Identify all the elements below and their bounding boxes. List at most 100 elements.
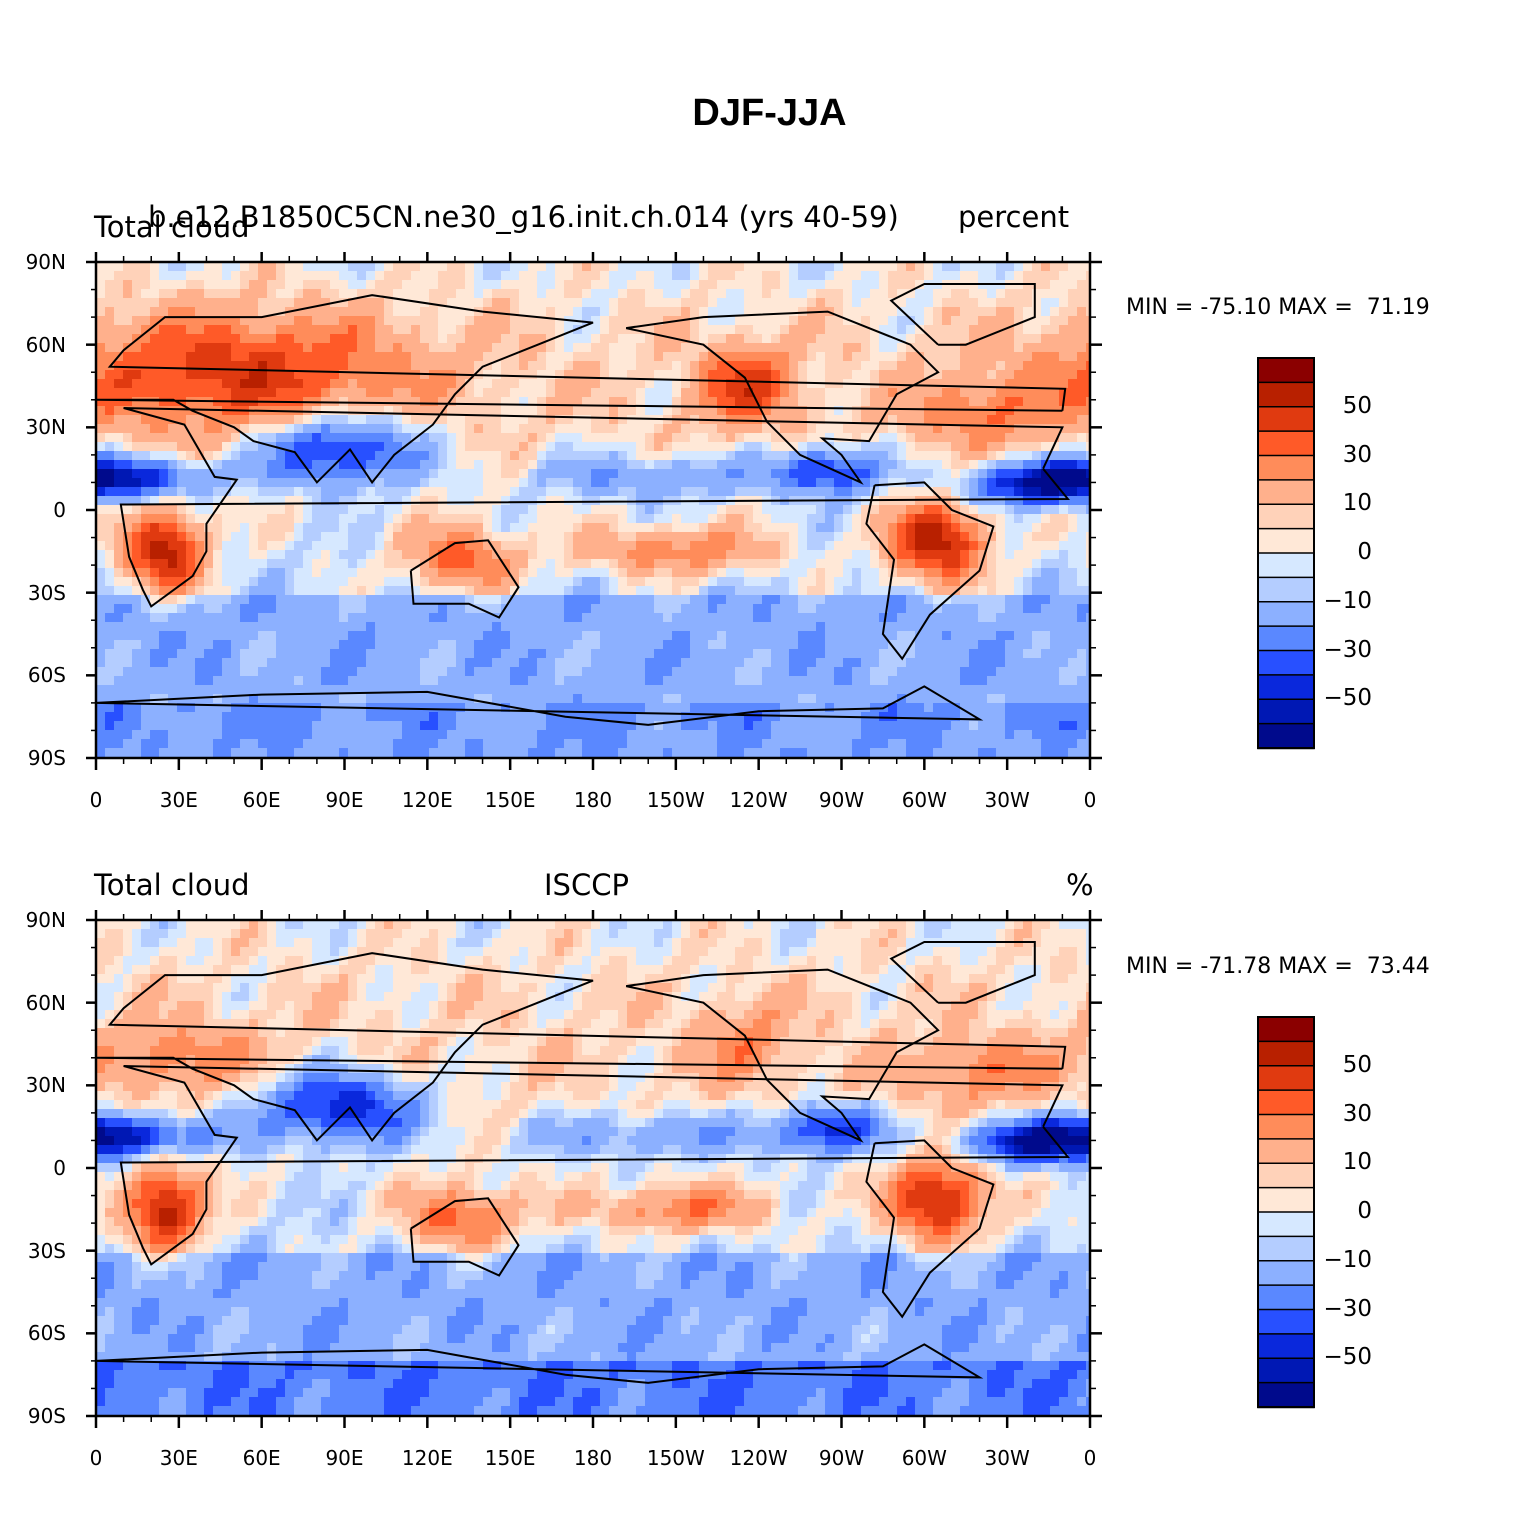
coastline-3 xyxy=(409,1197,520,1277)
coastline-6 xyxy=(95,685,984,726)
colorbar-label: 0 xyxy=(1357,539,1372,565)
lon-label: 150W xyxy=(646,788,705,812)
lat-label: 30N xyxy=(25,1073,66,1098)
colorbar-swatch xyxy=(1257,1065,1315,1092)
colorbar-swatch xyxy=(1257,1381,1315,1409)
lon-label: 0 xyxy=(1083,1446,1097,1470)
colorbar-swatch xyxy=(1257,1162,1315,1189)
coastline-2 xyxy=(625,310,940,485)
colorbar-label: −10 xyxy=(1323,587,1372,614)
lat-label: 60S xyxy=(27,1321,66,1346)
panel1-colorbar xyxy=(1257,357,1315,750)
coastline-5 xyxy=(889,941,1036,1004)
colorbar-swatch xyxy=(1257,1040,1315,1067)
coastline-0 xyxy=(119,1065,1071,1266)
panel2-map xyxy=(96,920,1091,1417)
coastline-3 xyxy=(409,539,520,619)
colorbar-label: 30 xyxy=(1342,441,1372,468)
colorbar-swatch xyxy=(1257,1284,1315,1311)
figure-title: DJF-JJA xyxy=(692,92,847,134)
panel2-left-label: Total cloud xyxy=(94,868,250,902)
lon-label: 30W xyxy=(984,1446,1030,1470)
coastline-4 xyxy=(95,294,1067,485)
lat-label: 60S xyxy=(27,663,66,688)
colorbar-frame xyxy=(1257,1016,1315,1408)
colorbar-label: 10 xyxy=(1342,490,1372,517)
panel1-center-label: b.e12.B1850C5CN.ne30_g16.init.ch.014 (yr… xyxy=(148,200,899,234)
colorbar-swatch xyxy=(1257,406,1315,433)
colorbar-swatch xyxy=(1257,722,1315,750)
coastline-4 xyxy=(95,952,1067,1143)
lat-label: 90N xyxy=(25,908,66,932)
colorbar-label: −50 xyxy=(1323,685,1372,712)
panel2-minmax: MIN = -71.78 MAX = 73.44 xyxy=(1126,954,1430,979)
lon-label: 90W xyxy=(818,1446,865,1470)
colorbar-label: 10 xyxy=(1342,1149,1372,1176)
lat-label: 90S xyxy=(27,1404,66,1428)
coastline-6 xyxy=(95,1343,984,1384)
lon-label: 150W xyxy=(646,1446,705,1470)
panel2-right-label: % xyxy=(1066,868,1094,902)
lon-label: 60W xyxy=(901,1446,947,1470)
lon-label: 150E xyxy=(484,788,536,812)
colorbar-label: −30 xyxy=(1323,1295,1372,1322)
colorbar-swatch xyxy=(1257,1333,1315,1360)
lon-label: 120E xyxy=(401,788,453,812)
lon-label: 90W xyxy=(818,788,865,812)
panel1-left-label: Total cloud xyxy=(94,210,250,244)
panel1-coastlines xyxy=(95,283,1071,726)
colorbar-label: 30 xyxy=(1342,1100,1372,1127)
lon-label: 30E xyxy=(159,1446,198,1470)
colorbar-label: −30 xyxy=(1323,636,1372,663)
panel2-colorbar xyxy=(1257,1016,1315,1409)
colorbar-label: −10 xyxy=(1323,1246,1372,1273)
colorbar-label: 50 xyxy=(1342,392,1372,419)
colorbar-swatch xyxy=(1257,357,1315,384)
lat-label: 60N xyxy=(25,990,66,1015)
lon-label: 0 xyxy=(89,1446,103,1470)
lat-label: 30S xyxy=(27,580,66,605)
coastline-1 xyxy=(865,481,995,661)
lon-label: 60E xyxy=(242,788,281,812)
coastline-0 xyxy=(119,407,1071,608)
lon-label: 120E xyxy=(401,1446,453,1470)
coastline-2 xyxy=(625,968,940,1143)
lon-label: 150E xyxy=(484,1446,536,1470)
colorbar-swatch xyxy=(1257,1016,1315,1043)
lon-label: 0 xyxy=(89,788,103,812)
panel2-coastlines xyxy=(95,941,1071,1384)
colorbar-swatch xyxy=(1257,649,1315,677)
lat-label: 90S xyxy=(27,746,66,770)
panel2-center-label: ISCCP xyxy=(544,868,629,902)
lat-label: 90N xyxy=(25,250,66,274)
colorbar-swatch xyxy=(1257,1357,1315,1384)
colorbar-swatch xyxy=(1257,625,1315,652)
lat-label: 30N xyxy=(25,415,66,440)
lon-label: 60W xyxy=(901,788,947,812)
lon-label: 30W xyxy=(984,788,1030,812)
colorbar-label: 50 xyxy=(1342,1051,1372,1078)
lat-label: 30S xyxy=(27,1238,66,1263)
colorbar-label: −50 xyxy=(1323,1344,1372,1371)
lon-label: 120W xyxy=(729,1446,788,1470)
colorbar-frame xyxy=(1257,357,1315,749)
colorbar-label: 0 xyxy=(1357,1198,1372,1224)
lon-label: 120W xyxy=(729,788,788,812)
colorbar-swatch xyxy=(1257,576,1315,603)
lon-label: 90E xyxy=(325,788,364,812)
lon-label: 60E xyxy=(242,1446,281,1470)
lon-label: 180 xyxy=(573,788,613,812)
lat-label: 0 xyxy=(53,498,66,522)
lon-label: 180 xyxy=(573,1446,613,1470)
panel1-minmax: MIN = -75.10 MAX = 71.19 xyxy=(1126,295,1430,320)
lon-label: 90E xyxy=(325,1446,364,1470)
lon-label: 30E xyxy=(159,788,198,812)
lat-label: 60N xyxy=(25,332,66,357)
panel1-right-label: percent xyxy=(958,200,1070,234)
lon-label: 0 xyxy=(1083,788,1097,812)
panel1-map xyxy=(96,262,1091,759)
coastline-5 xyxy=(889,283,1036,346)
lat-label: 0 xyxy=(53,1156,66,1180)
